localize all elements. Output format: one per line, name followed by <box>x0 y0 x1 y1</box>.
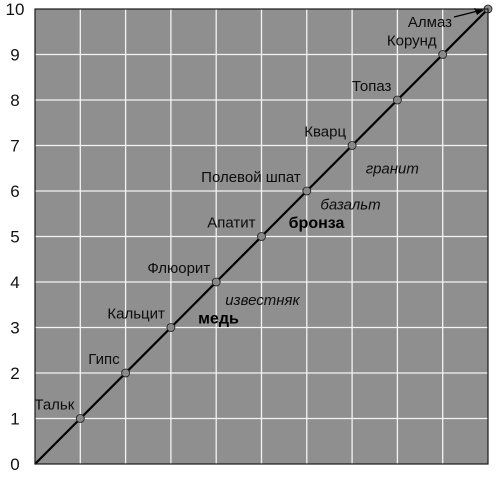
mineral-label: Кальцит <box>107 306 165 323</box>
data-point <box>257 232 266 241</box>
y-tick-label: 9 <box>10 46 19 65</box>
data-point <box>392 95 402 105</box>
data-point <box>211 277 221 287</box>
arrow-head <box>474 8 484 15</box>
y-tick-label: 5 <box>10 228 19 247</box>
mineral-label: Апатит <box>207 215 255 232</box>
metal-label: бронза <box>289 215 345 232</box>
y-tick-label: 3 <box>10 319 19 338</box>
y-tick-label: 0 <box>10 455 19 474</box>
mineral-label: Гипс <box>88 351 120 368</box>
data-point <box>75 414 85 423</box>
y-tick-label: 7 <box>10 137 19 156</box>
annotation-labels: Тальк Гипс Кальцит Флюорит Апатит Полевой шпа… <box>34 8 484 414</box>
mineral-label: Алмаз <box>408 14 452 31</box>
rock-label: гранит <box>366 160 419 177</box>
y-tick-label: 4 <box>10 273 19 292</box>
data-point <box>121 368 130 378</box>
y-tick-label: 10 <box>6 0 25 19</box>
mineral-label: Тальк <box>34 397 74 414</box>
mineral-label: Полевой шпат <box>201 169 301 186</box>
mineral-label: Кварц <box>304 124 346 141</box>
y-tick-label: 8 <box>10 91 19 110</box>
data-point <box>438 50 448 59</box>
y-tick-label: 6 <box>10 182 19 201</box>
data-point <box>302 186 312 196</box>
data-point <box>347 141 357 150</box>
data-point <box>166 323 176 332</box>
rock-label: базальт <box>320 197 380 214</box>
y-tick-label: 1 <box>10 410 19 429</box>
y-tick-label: 2 <box>10 364 19 383</box>
metal-label: медь <box>198 310 239 327</box>
data-points <box>75 4 493 423</box>
mineral-label: Флюорит <box>147 260 210 277</box>
plot-border <box>34 8 489 465</box>
mineral-label: Корунд <box>387 33 437 50</box>
mineral-label: Топаз <box>352 78 392 95</box>
rock-label: известняк <box>225 292 300 309</box>
y-tick-labels: 0 1 2 3 4 5 6 7 8 9 10 <box>6 0 25 474</box>
